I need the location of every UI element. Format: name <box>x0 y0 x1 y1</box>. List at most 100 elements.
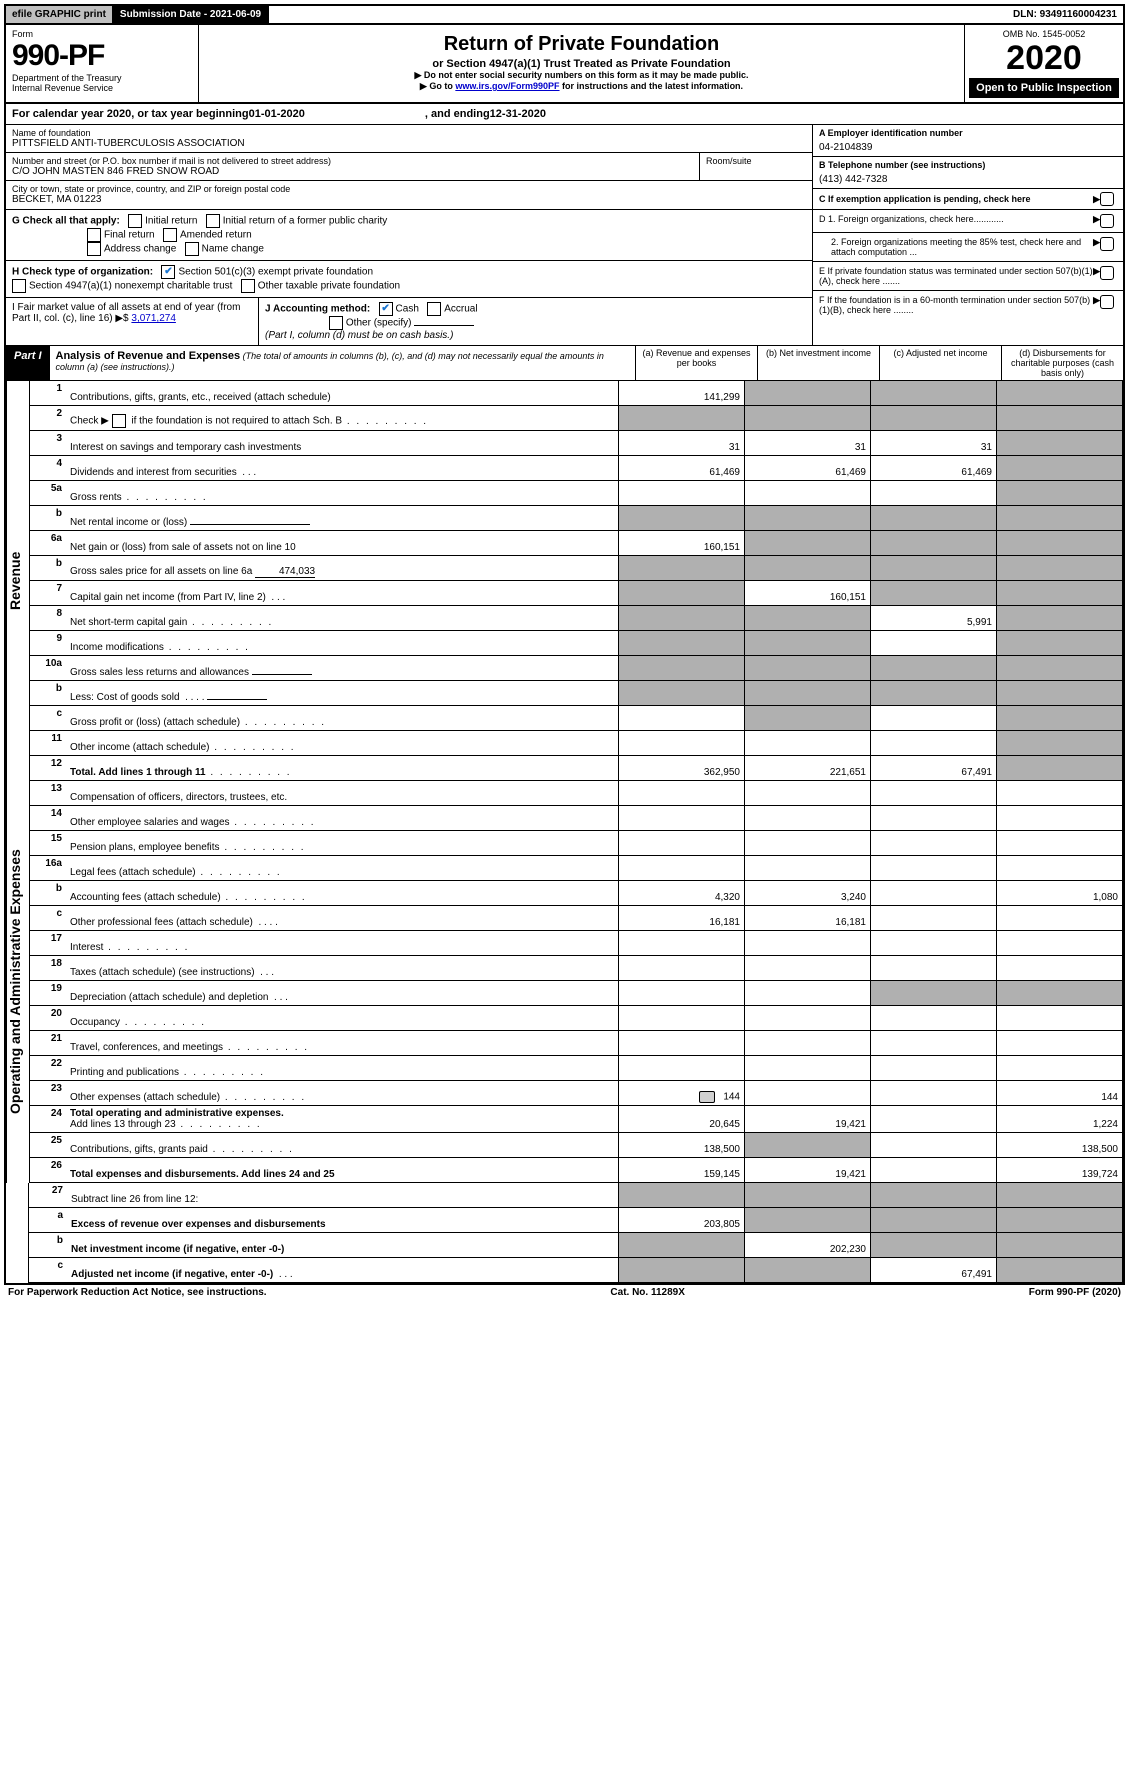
initial-return-checkbox[interactable] <box>128 214 142 228</box>
name-label: Name of foundation <box>12 128 806 138</box>
table-row: 13Compensation of officers, directors, t… <box>30 781 1123 806</box>
camera-icon[interactable] <box>699 1091 715 1103</box>
d2-checkbox[interactable] <box>1100 237 1114 251</box>
table-row: aExcess of revenue over expenses and dis… <box>29 1208 1123 1233</box>
table-row: 15Pension plans, employee benefits <box>30 831 1123 856</box>
initial-former-checkbox[interactable] <box>206 214 220 228</box>
e-label: E If private foundation status was termi… <box>819 266 1093 286</box>
table-row: 23Other expenses (attach schedule) 14414… <box>30 1081 1123 1106</box>
table-row: 24Total operating and administrative exp… <box>30 1106 1123 1133</box>
table-row: bLess: Cost of goods sold . . . . <box>30 681 1123 706</box>
fmv-value: 3,071,274 <box>131 313 176 324</box>
info-grid: Name of foundation PITTSFIELD ANTI-TUBER… <box>6 125 1123 210</box>
table-row: 16aLegal fees (attach schedule) <box>30 856 1123 881</box>
501c3-checkbox[interactable]: ✔ <box>161 265 175 279</box>
header-center: Return of Private Foundation or Section … <box>199 25 964 102</box>
note-ssn: ▶ Do not enter social security numbers o… <box>205 70 958 81</box>
col-a-header: (a) Revenue and expenses per books <box>636 346 758 380</box>
cash-checkbox[interactable]: ✔ <box>379 302 393 316</box>
exemption-label: C If exemption application is pending, c… <box>819 194 1093 204</box>
form-subtitle: or Section 4947(a)(1) Trust Treated as P… <box>205 58 958 70</box>
table-row: 5aGross rents <box>30 481 1123 506</box>
ein-label: A Employer identification number <box>819 128 1117 138</box>
city-state-zip: BECKET, MA 01223 <box>12 194 806 205</box>
street-address: C/O JOHN MASTEN 846 FRED SNOW ROAD <box>12 166 693 177</box>
table-row: 14Other employee salaries and wages <box>30 806 1123 831</box>
form-container: efile GRAPHIC print Submission Date - 20… <box>4 4 1125 1285</box>
form-number: 990-PF <box>12 39 192 73</box>
table-row: 22Printing and publications <box>30 1056 1123 1081</box>
efile-print-button[interactable]: efile GRAPHIC print <box>6 6 114 23</box>
table-row: bAccounting fees (attach schedule)4,3203… <box>30 881 1123 906</box>
year-begin: 01-01-2020 <box>249 108 305 120</box>
phone-label: B Telephone number (see instructions) <box>819 160 1117 170</box>
g-row: G Check all that apply: Initial return I… <box>6 210 812 261</box>
name-change-checkbox[interactable] <box>185 242 199 256</box>
header-left: Form 990-PF Department of the Treasury I… <box>6 25 199 102</box>
form-title: Return of Private Foundation <box>205 33 958 56</box>
table-row: 11Other income (attach schedule) <box>30 731 1123 756</box>
part1-header: Part I Analysis of Revenue and Expenses … <box>6 345 1123 381</box>
tax-year: 2020 <box>969 39 1119 78</box>
paperwork-notice: For Paperwork Reduction Act Notice, see … <box>8 1287 267 1298</box>
table-row: 7Capital gain net income (from Part IV, … <box>30 581 1123 606</box>
schb-checkbox[interactable] <box>112 414 126 428</box>
d1-checkbox[interactable] <box>1100 214 1114 228</box>
table-row: 4Dividends and interest from securities … <box>30 456 1123 481</box>
city-label: City or town, state or province, country… <box>12 184 806 194</box>
cash-basis-note: (Part I, column (d) must be on cash basi… <box>265 330 453 341</box>
irs-link[interactable]: www.irs.gov/Form990PF <box>455 81 559 91</box>
open-public: Open to Public Inspection <box>969 78 1119 98</box>
footer: For Paperwork Reduction Act Notice, see … <box>4 1285 1125 1300</box>
summary-table: 27Subtract line 26 from line 12: aExcess… <box>28 1183 1123 1283</box>
room-suite-label: Room/suite <box>700 153 812 180</box>
d2-label: 2. Foreign organizations meeting the 85%… <box>819 237 1093 257</box>
fmv-label: I Fair market value of all assets at end… <box>12 302 240 324</box>
foundation-name: PITTSFIELD ANTI-TUBERCULOSIS ASSOCIATION <box>12 138 806 149</box>
table-row: bNet rental income or (loss) <box>30 506 1123 531</box>
note-goto: ▶ Go to www.irs.gov/Form990PF for instru… <box>205 81 958 92</box>
table-row: 2Check ▶ if the foundation is not requir… <box>30 406 1123 431</box>
calendar-year-row: For calendar year 2020, or tax year begi… <box>6 104 1123 125</box>
f-checkbox[interactable] <box>1100 295 1114 309</box>
address-change-checkbox[interactable] <box>87 242 101 256</box>
4947-checkbox[interactable] <box>12 279 26 293</box>
part1-label: Part I <box>6 346 50 380</box>
table-row: bNet investment income (if negative, ent… <box>29 1233 1123 1258</box>
final-return-checkbox[interactable] <box>87 228 101 242</box>
table-row: 6aNet gain or (loss) from sale of assets… <box>30 531 1123 556</box>
h-row: H Check type of organization: ✔Section 5… <box>6 261 812 298</box>
table-row: cAdjusted net income (if negative, enter… <box>29 1258 1123 1283</box>
year-end: 12-31-2020 <box>490 108 546 120</box>
omb-no: OMB No. 1545-0052 <box>969 29 1119 39</box>
table-row: 26Total expenses and disbursements. Add … <box>30 1158 1123 1183</box>
expenses-side-label: Operating and Administrative Expenses <box>6 781 29 1183</box>
table-row: cOther professional fees (attach schedul… <box>30 906 1123 931</box>
submission-date: Submission Date - 2021-06-09 <box>114 6 269 23</box>
table-row: 21Travel, conferences, and meetings <box>30 1031 1123 1056</box>
f-label: F If the foundation is in a 60-month ter… <box>819 295 1093 315</box>
other-method-checkbox[interactable] <box>329 316 343 330</box>
table-row: 25Contributions, gifts, grants paid138,5… <box>30 1133 1123 1158</box>
form-label: Form <box>12 29 192 39</box>
expenses-table: 13Compensation of officers, directors, t… <box>29 781 1123 1183</box>
table-row: bGross sales price for all assets on lin… <box>30 556 1123 581</box>
dln: DLN: 93491160004231 <box>1007 6 1123 23</box>
table-row: 18Taxes (attach schedule) (see instructi… <box>30 956 1123 981</box>
exemption-checkbox[interactable] <box>1100 192 1114 206</box>
e-checkbox[interactable] <box>1100 266 1114 280</box>
table-row: 3Interest on savings and temporary cash … <box>30 431 1123 456</box>
table-row: 27Subtract line 26 from line 12: <box>29 1183 1123 1208</box>
accrual-checkbox[interactable] <box>427 302 441 316</box>
table-row: 9Income modifications <box>30 631 1123 656</box>
table-row: 19Depreciation (attach schedule) and dep… <box>30 981 1123 1006</box>
col-d-header: (d) Disbursements for charitable purpose… <box>1002 346 1123 380</box>
table-row: 10aGross sales less returns and allowanc… <box>30 656 1123 681</box>
amended-return-checkbox[interactable] <box>163 228 177 242</box>
table-row: cGross profit or (loss) (attach schedule… <box>30 706 1123 731</box>
part1-title: Analysis of Revenue and Expenses (The to… <box>50 346 636 380</box>
col-c-header: (c) Adjusted net income <box>880 346 1002 380</box>
revenue-table: 1Contributions, gifts, grants, etc., rec… <box>29 381 1123 781</box>
table-row: 20Occupancy <box>30 1006 1123 1031</box>
other-taxable-checkbox[interactable] <box>241 279 255 293</box>
